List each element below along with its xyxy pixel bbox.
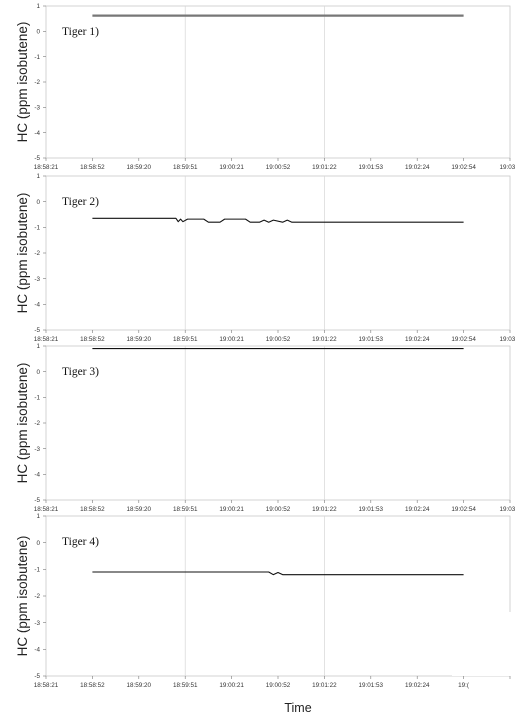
x-tick-label: 19:01:22 xyxy=(312,336,337,343)
plot-frame xyxy=(45,5,511,159)
y-tick-label: -1 xyxy=(34,54,40,61)
x-tick-label: 18:58:52 xyxy=(80,164,105,171)
cover-patch xyxy=(452,612,512,676)
y-tick-label: -5 xyxy=(34,497,40,504)
y-tick-label: -5 xyxy=(34,327,40,334)
x-tick-label: 18:58:21 xyxy=(34,506,59,513)
x-tick-label: 19:01:53 xyxy=(359,506,384,513)
x-tick-label: 18:59:51 xyxy=(173,336,198,343)
plot-frame xyxy=(45,175,511,331)
x-tick-label: 19:02:54 xyxy=(451,164,476,171)
y-tick-label: -4 xyxy=(34,647,40,654)
x-tick-label: 19:02:24 xyxy=(405,336,430,343)
y-tick-label: 1 xyxy=(36,173,40,180)
chart-panel-4: 1 0 -1 -2 -3 -4 -5 18:58:21 18:58:52 18:59:20 18:5… xyxy=(15,513,511,715)
x-tick-label: 19:03:2 xyxy=(499,506,515,513)
chart-panel-3: 1 0 -1 -2 -3 -4 -5 18:58:21 18:58:52 18:59:20 18:5… xyxy=(15,343,515,513)
x-tick-label: 19:00:21 xyxy=(219,164,244,171)
x-tick-label: 19:02:54 xyxy=(451,336,476,343)
chart-panel-2: 1 0 -1 -2 -3 -4 -5 18:58:21 18:58:52 18:59:20 18:5… xyxy=(15,173,515,343)
x-tick-label: 19:03:2 xyxy=(499,164,515,171)
x-tick-label: 19:01:22 xyxy=(312,682,337,689)
plot-frame xyxy=(45,345,511,501)
panel-label: Tiger 4) xyxy=(62,536,99,548)
series-line xyxy=(92,217,464,223)
y-tick-label: -3 xyxy=(34,105,40,112)
x-tick-label: 19:03:2 xyxy=(499,336,515,343)
x-tick-label: 19:00:52 xyxy=(266,164,291,171)
x-tick-label: 19:00:21 xyxy=(219,336,244,343)
y-tick-label: -2 xyxy=(34,420,40,427)
y-axis-title: HC (ppm isobutene) xyxy=(15,536,30,657)
y-axis-title: HC (ppm isobutene) xyxy=(15,22,30,143)
panel-label: Tiger 3) xyxy=(62,366,99,378)
panel-label: Tiger 1) xyxy=(62,26,99,38)
y-tick-label: -4 xyxy=(34,472,40,479)
x-tick-label: 19:02:54 xyxy=(451,506,476,513)
x-tick-label: 18:59:20 xyxy=(127,682,152,689)
y-tick-label: -2 xyxy=(34,250,40,257)
x-tick-label: 18:58:21 xyxy=(34,164,59,171)
chart-panel-1: 1 0 -1 -2 -3 -4 -5 18:58:21 18:58:52 18:59:20 18:5… xyxy=(15,3,515,171)
x-tick-label: 19:01:22 xyxy=(312,506,337,513)
y-tick-label: 0 xyxy=(36,199,40,206)
x-tick-label: 18:59:20 xyxy=(127,506,152,513)
y-tick-label: -4 xyxy=(34,130,40,137)
x-tick-label: 18:59:51 xyxy=(173,682,198,689)
y-tick-label: -4 xyxy=(34,302,40,309)
x-tick-label: 19:02:24 xyxy=(405,682,430,689)
plot-frame xyxy=(45,515,511,677)
y-tick-label: -2 xyxy=(34,79,40,86)
y-tick-label: -3 xyxy=(34,446,40,453)
x-tick-label: 19:02:24 xyxy=(405,164,430,171)
y-tick-label: 1 xyxy=(36,3,40,10)
series-line xyxy=(92,571,464,576)
y-tick-label: -3 xyxy=(34,620,40,627)
x-tick-label: 19:( xyxy=(458,682,470,689)
y-tick-label: -1 xyxy=(34,395,40,402)
x-tick-label: 19:02:24 xyxy=(405,506,430,513)
y-tick-label: 1 xyxy=(36,343,40,350)
panel-label: Tiger 2) xyxy=(62,196,99,208)
x-tick-label: 19:01:53 xyxy=(359,164,384,171)
x-tick-label: 18:59:51 xyxy=(173,506,198,513)
x-tick-label: 19:00:52 xyxy=(266,336,291,343)
y-tick-label: 0 xyxy=(36,29,40,36)
x-tick-label: 19:01:22 xyxy=(312,164,337,171)
y-tick-label: 1 xyxy=(36,513,40,520)
y-tick-label: -3 xyxy=(34,276,40,283)
x-tick-label: 19:00:21 xyxy=(219,506,244,513)
y-tick-label: 0 xyxy=(36,540,40,547)
x-tick-label: 18:59:51 xyxy=(173,164,198,171)
x-tick-label: 18:58:52 xyxy=(80,336,105,343)
x-tick-label: 18:58:52 xyxy=(80,682,105,689)
y-tick-label: -1 xyxy=(34,567,40,574)
x-tick-label: 19:00:52 xyxy=(266,682,291,689)
x-tick-label: 18:58:52 xyxy=(80,506,105,513)
x-tick-label: 18:59:20 xyxy=(127,164,152,171)
x-tick-label: 19:00:52 xyxy=(266,506,291,513)
x-tick-label: 18:58:21 xyxy=(34,336,59,343)
x-tick-label: 18:58:21 xyxy=(34,682,59,689)
y-axis-title: HC (ppm isobutene) xyxy=(15,363,30,484)
y-tick-label: -5 xyxy=(34,155,40,162)
x-tick-label: 18:59:20 xyxy=(127,336,152,343)
y-tick-label: -1 xyxy=(34,225,40,232)
y-tick-label: -5 xyxy=(34,673,40,680)
x-tick-label: 19:01:53 xyxy=(359,682,384,689)
y-tick-label: 0 xyxy=(36,369,40,376)
y-tick-label: -2 xyxy=(34,593,40,600)
y-axis-title: HC (ppm isobutene) xyxy=(15,193,30,314)
x-axis-title: Time xyxy=(284,701,311,715)
x-tick-label: 19:01:53 xyxy=(359,336,384,343)
x-tick-label: 19:00:21 xyxy=(219,682,244,689)
